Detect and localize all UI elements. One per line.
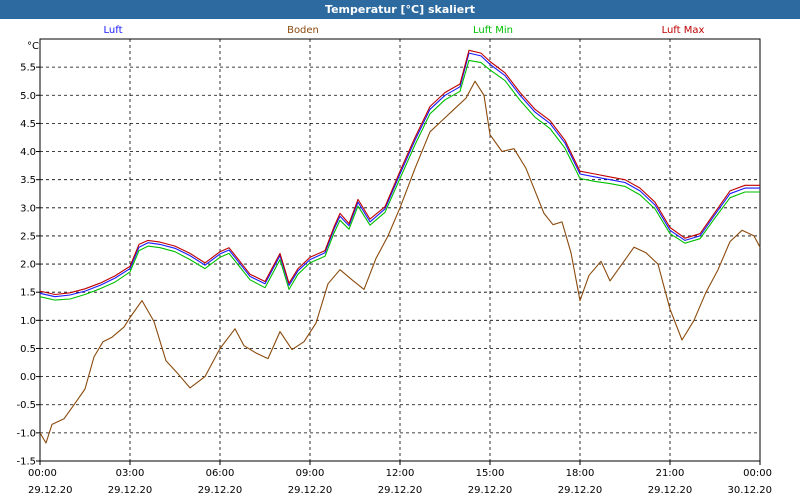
legend-item-luft: Luft [104, 25, 123, 36]
y-tick-label: 5.5 [20, 63, 36, 74]
series-line-boden [39, 80, 761, 444]
y-tick-label: 3.5 [20, 175, 36, 186]
x-tick-time: 06:00 [206, 468, 235, 479]
x-tick-date: 29.12.20 [28, 485, 73, 496]
y-tick-label: 0.5 [20, 344, 36, 355]
y-tick-label: 1.5 [20, 288, 36, 299]
x-tick-date: 29.12.20 [648, 485, 693, 496]
x-axis: 00:00 29.12.20 03:00 29.12.20 06:00 29.12.20 0… [28, 461, 772, 496]
legend: Luft Boden Luft Min Luft Max [104, 25, 705, 36]
y-tick-label: -1.0 [16, 428, 36, 439]
y-tick-label: 0.0 [20, 372, 36, 383]
x-tick-date: 30.12.20 [727, 485, 772, 496]
series-line-luft-min [39, 59, 760, 301]
x-tick-time: 03:00 [116, 468, 145, 479]
y-tick-label: 4.5 [20, 119, 36, 130]
x-tick-time: 21:00 [656, 468, 685, 479]
x-tick-date: 29.12.20 [108, 485, 153, 496]
y-tick-label: -1.5 [16, 457, 36, 468]
x-tick-date: 29.12.20 [558, 485, 603, 496]
series-line-luft [39, 52, 760, 298]
x-tick-time: 00:00 [28, 468, 57, 479]
legend-item-boden: Boden [287, 25, 319, 36]
x-tick-date: 29.12.20 [468, 485, 513, 496]
y-tick-label: 5.0 [20, 91, 36, 102]
x-tick-date: 29.12.20 [378, 485, 423, 496]
temperature-chart: Luft Boden Luft Min Luft Max °C -1.5 -1.0 -0.… [16, 25, 772, 496]
legend-item-luft-min: Luft Min [473, 25, 513, 36]
series-lines [39, 49, 761, 444]
legend-item-luft-max: Luft Max [662, 25, 705, 36]
y-axis-label: °C [27, 41, 39, 52]
y-axis: -1.5 -1.0 -0.5 0.0 0.5 1.0 1.5 2.0 2.5 3.0 3.5 4.0 4… [16, 63, 40, 468]
chart-title: Temperatur [°C] skaliert [0, 0, 800, 19]
y-tick-label: 2.0 [20, 260, 36, 271]
x-tick-time: 00:00 [743, 468, 772, 479]
y-tick-label: 3.0 [20, 203, 36, 214]
y-tick-label: -0.5 [16, 400, 36, 411]
x-tick-time: 15:00 [476, 468, 505, 479]
x-tick-time: 09:00 [296, 468, 325, 479]
grid [39, 39, 761, 462]
x-tick-date: 29.12.20 [288, 485, 333, 496]
y-tick-label: 2.5 [20, 231, 36, 242]
series-line-luft-max [39, 49, 760, 296]
x-tick-date: 29.12.20 [198, 485, 243, 496]
x-tick-time: 12:00 [386, 468, 415, 479]
x-tick-time: 18:00 [566, 468, 595, 479]
y-tick-label: 4.0 [20, 147, 36, 158]
y-tick-label: 1.0 [20, 316, 36, 327]
